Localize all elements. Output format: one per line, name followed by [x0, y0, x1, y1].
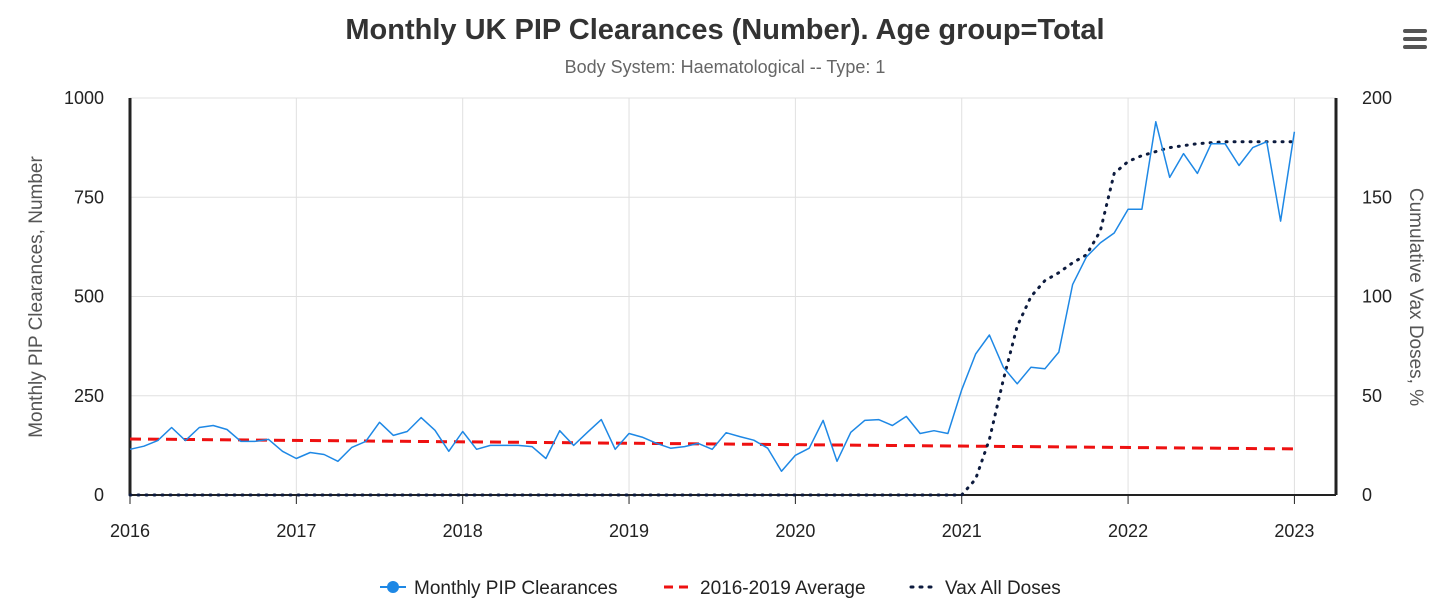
chart-subtitle: Body System: Haematological -- Type: 1 [565, 57, 886, 77]
series-line-vax-all-doses [128, 140, 1296, 497]
x-tick-label: 2022 [1108, 521, 1148, 541]
y-left-tick-label: 250 [74, 386, 104, 406]
y-right-tick-label: 200 [1362, 88, 1392, 108]
legend-item-clearances[interactable]: Monthly PIP Clearances [380, 578, 617, 599]
legend-clearances-marker [387, 581, 399, 593]
plot-area [128, 121, 1296, 497]
series-line-2016-2019-average [129, 437, 1295, 451]
legend-clearances-label: Monthly PIP Clearances [414, 578, 617, 599]
hamburger-menu-icon[interactable] [1398, 24, 1432, 54]
y-right-tick-label: 0 [1362, 485, 1372, 505]
axes: 0 250 500 750 1000 0 50 100 150 200 2016 2017 2018 20… [64, 88, 1392, 541]
x-tick-label: 2018 [443, 521, 483, 541]
y-axis-right-title: Cumulative Vax Doses, % [1405, 188, 1426, 406]
y-left-tick-label: 500 [74, 287, 104, 307]
y-right-tick-label: 150 [1362, 187, 1392, 207]
legend-item-vax[interactable]: Vax All Doses [909, 578, 1061, 599]
x-tick-label: 2021 [942, 521, 982, 541]
x-tick-label: 2019 [609, 521, 649, 541]
y-axis-left-title: Monthly PIP Clearances, Number [26, 156, 47, 438]
legend-vax-label: Vax All Doses [945, 578, 1061, 599]
x-tick-label: 2020 [775, 521, 815, 541]
x-tick-label: 2017 [276, 521, 316, 541]
y-right-tick-label: 50 [1362, 386, 1382, 406]
x-tick-label: 2023 [1274, 521, 1314, 541]
legend: Monthly PIP Clearances 2016-2019 Average… [380, 578, 1061, 599]
grid-lines [129, 97, 1336, 496]
legend-item-average[interactable]: 2016-2019 Average [664, 578, 866, 599]
series-line-monthly-pip-clearances [129, 121, 1296, 472]
y-right-tick-label: 100 [1362, 287, 1392, 307]
x-tick-label: 2016 [110, 521, 150, 541]
chart-title: Monthly UK PIP Clearances (Number). Age … [345, 14, 1104, 46]
y-left-tick-label: 0 [94, 485, 104, 505]
y-left-tick-label: 750 [74, 187, 104, 207]
legend-average-label: 2016-2019 Average [700, 578, 866, 599]
y-left-tick-label: 1000 [64, 88, 104, 108]
